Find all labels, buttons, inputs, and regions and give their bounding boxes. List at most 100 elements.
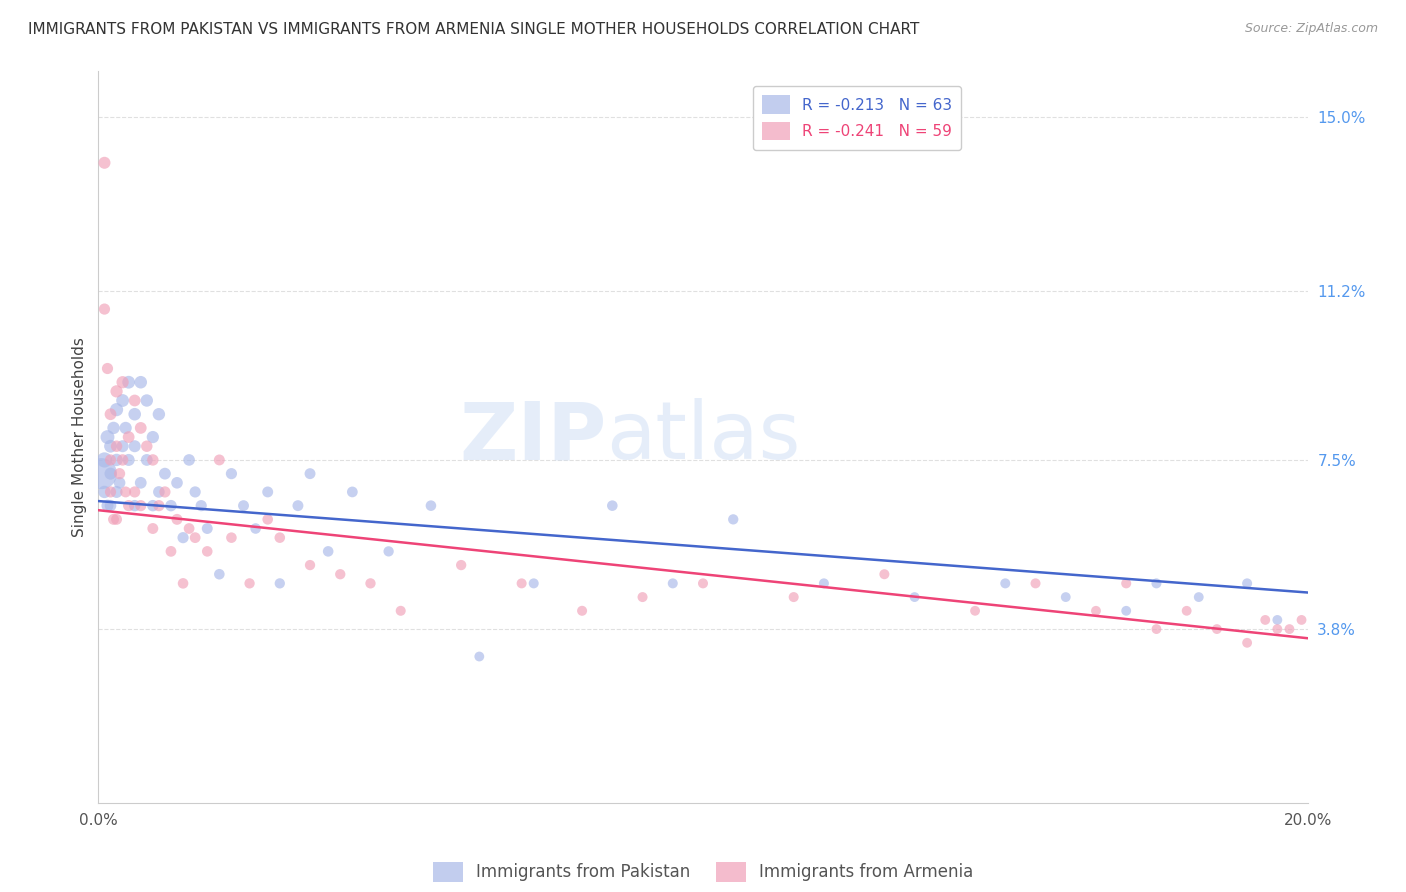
Point: [179, 453, 201, 467]
Point: [661, 576, 683, 591]
Point: [93, 155, 115, 169]
Point: [142, 453, 165, 467]
Point: [208, 567, 231, 582]
Point: [111, 439, 134, 453]
Point: [142, 430, 165, 444]
Point: [692, 576, 714, 591]
Point: [221, 467, 243, 481]
Point: [1024, 576, 1046, 591]
Text: ZIP: ZIP: [458, 398, 606, 476]
Point: [316, 544, 339, 558]
Point: [1054, 590, 1077, 604]
Point: [299, 467, 322, 481]
Point: [723, 512, 745, 526]
Point: [510, 576, 533, 591]
Point: [148, 485, 170, 500]
Point: [135, 439, 157, 453]
Point: [129, 421, 152, 435]
Point: [450, 558, 472, 573]
Point: [813, 576, 835, 591]
Point: [100, 485, 122, 500]
Point: [208, 453, 231, 467]
Point: [153, 485, 176, 500]
Text: atlas: atlas: [606, 398, 800, 476]
Point: [1144, 622, 1167, 636]
Point: [468, 649, 491, 664]
Point: [129, 475, 152, 490]
Point: [184, 485, 207, 500]
Point: [105, 453, 128, 467]
Point: [93, 453, 115, 467]
Point: [100, 453, 122, 467]
Point: [96, 430, 118, 444]
Point: [1278, 622, 1301, 636]
Point: [111, 453, 134, 467]
Point: [269, 576, 291, 591]
Point: [299, 558, 322, 573]
Point: [360, 576, 382, 591]
Point: [342, 485, 364, 500]
Point: [153, 467, 176, 481]
Point: [172, 576, 194, 591]
Point: [184, 531, 207, 545]
Point: [124, 393, 146, 408]
Point: [329, 567, 352, 582]
Point: [195, 544, 218, 558]
Point: [118, 453, 141, 467]
Point: [111, 376, 134, 390]
Point: [124, 499, 146, 513]
Point: [105, 512, 128, 526]
Point: [105, 439, 128, 453]
Point: [994, 576, 1017, 591]
Point: [166, 475, 188, 490]
Point: [783, 590, 806, 604]
Point: [523, 576, 546, 591]
Point: [965, 604, 987, 618]
Point: [118, 430, 141, 444]
Point: [135, 393, 157, 408]
Point: [108, 467, 131, 481]
Point: [172, 531, 194, 545]
Point: [1267, 613, 1289, 627]
Point: [105, 384, 128, 399]
Point: [124, 439, 146, 453]
Point: [256, 512, 278, 526]
Point: [129, 376, 152, 390]
Point: [1115, 576, 1137, 591]
Point: [124, 407, 146, 421]
Point: [377, 544, 399, 558]
Point: [148, 407, 170, 421]
Point: [142, 521, 165, 535]
Point: [1175, 604, 1198, 618]
Point: [135, 453, 157, 467]
Point: [232, 499, 254, 513]
Point: [103, 421, 125, 435]
Point: [114, 485, 136, 500]
Point: [1254, 613, 1277, 627]
Point: [105, 485, 128, 500]
Point: [904, 590, 927, 604]
Point: [103, 512, 125, 526]
Point: [96, 361, 118, 376]
Point: [1206, 622, 1229, 636]
Point: [269, 531, 291, 545]
Point: [129, 499, 152, 513]
Legend: Immigrants from Pakistan, Immigrants from Armenia: Immigrants from Pakistan, Immigrants fro…: [426, 855, 980, 888]
Point: [179, 521, 201, 535]
Point: [873, 567, 896, 582]
Point: [190, 499, 212, 513]
Point: [221, 531, 243, 545]
Point: [1236, 636, 1258, 650]
Point: [100, 499, 122, 513]
Point: [160, 499, 183, 513]
Text: Source: ZipAtlas.com: Source: ZipAtlas.com: [1244, 22, 1378, 36]
Point: [148, 499, 170, 513]
Point: [105, 402, 128, 417]
Point: [108, 475, 131, 490]
Point: [245, 521, 267, 535]
Point: [389, 604, 412, 618]
Point: [256, 485, 278, 500]
Point: [631, 590, 654, 604]
Point: [118, 499, 141, 513]
Point: [571, 604, 593, 618]
